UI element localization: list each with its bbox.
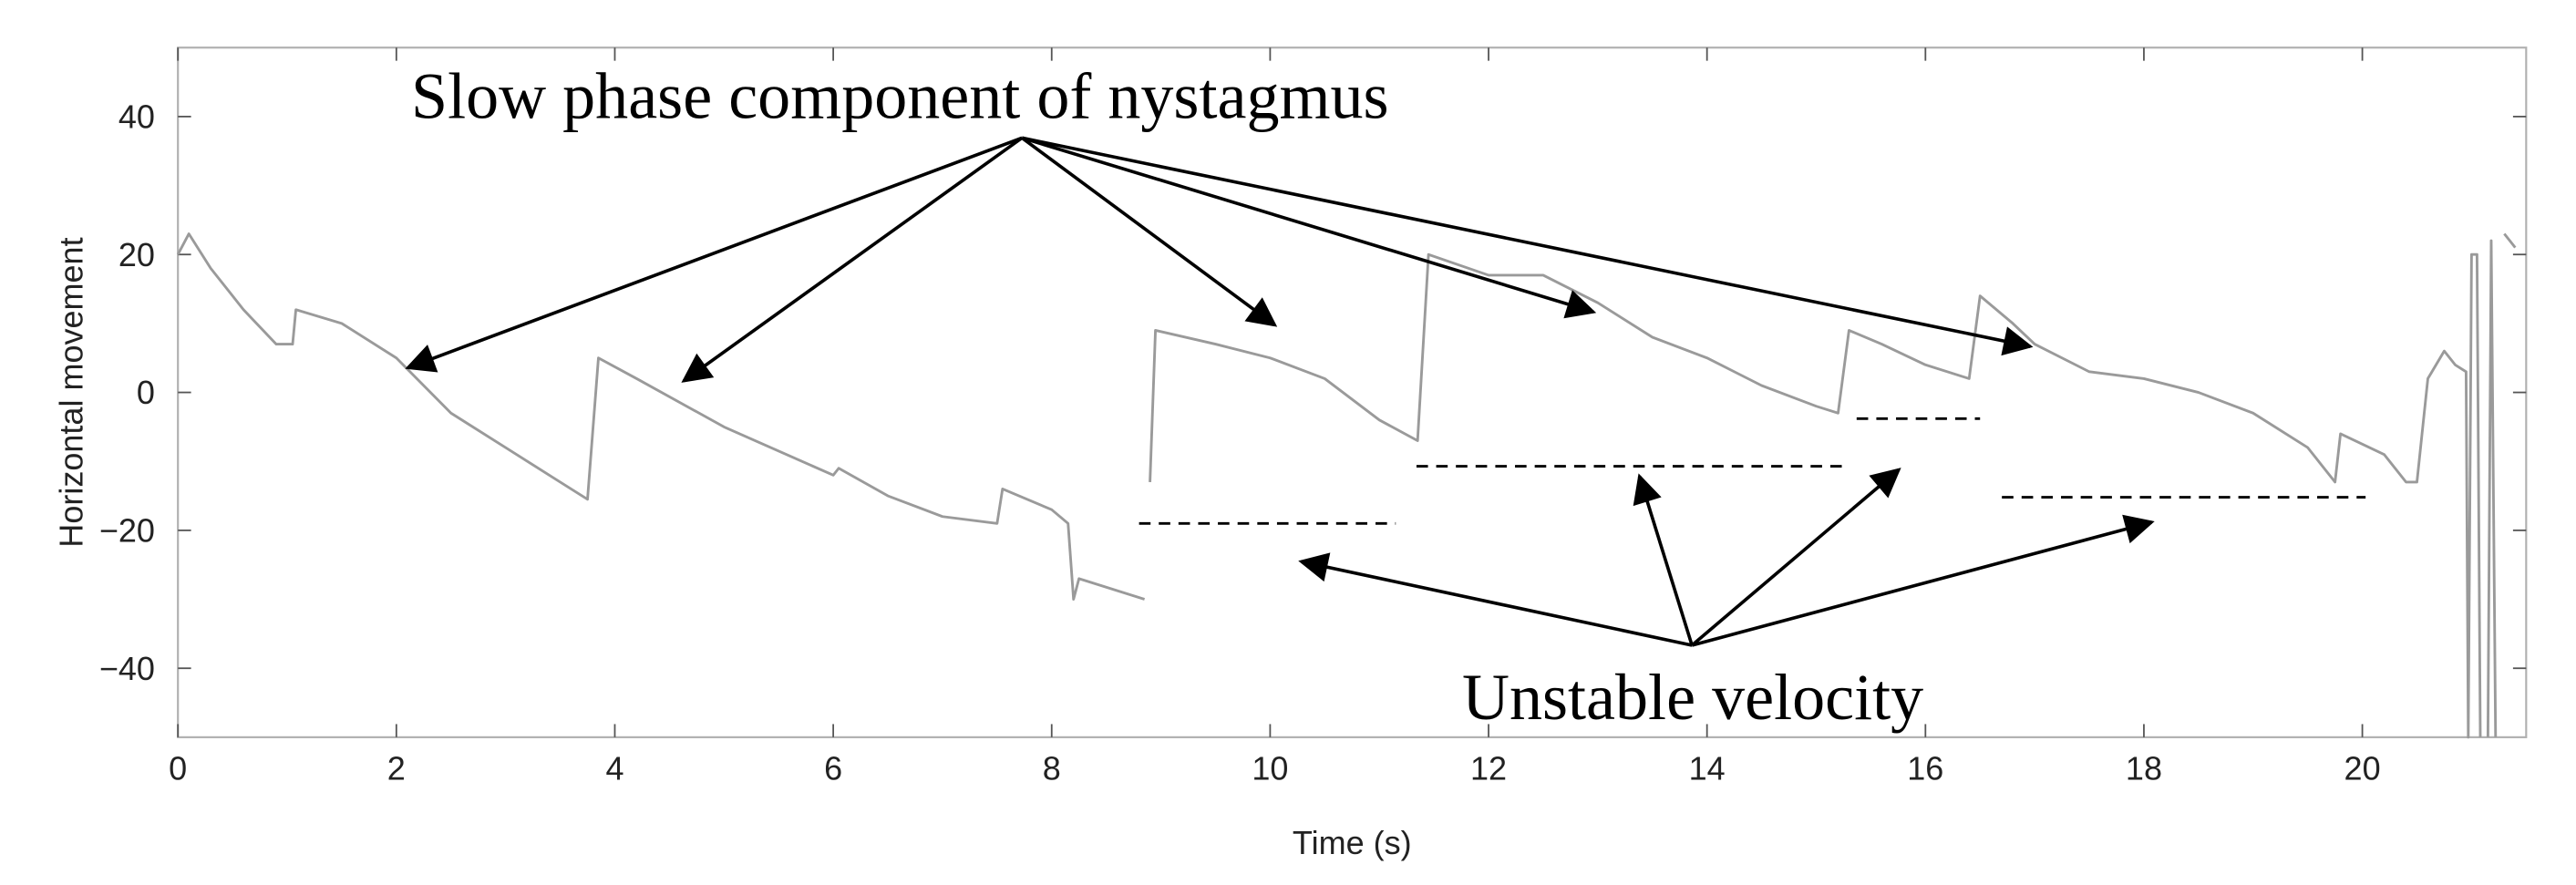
x-tick-label: 14	[1689, 750, 1726, 787]
plot-frame	[177, 46, 2528, 738]
y-tick-label: −20	[99, 511, 155, 549]
arrow	[1021, 136, 1597, 319]
arrows	[405, 136, 2155, 647]
arrow	[405, 136, 1023, 373]
x-tick-label: 4	[605, 750, 623, 787]
x-tick-label: 18	[2126, 750, 2162, 787]
x-tick-label: 10	[1252, 750, 1288, 787]
arrow	[1691, 514, 2155, 647]
x-tick-label: 12	[1470, 750, 1507, 787]
arrow	[1021, 136, 2034, 356]
arrow	[1021, 136, 1278, 327]
annotation: Unstable velocity	[1462, 661, 1923, 734]
annotation: Slow phase component of nystagmus	[411, 60, 1389, 133]
arrow	[1298, 552, 1693, 647]
x-tick-label: 0	[169, 750, 187, 787]
y-axis-label: Horizontal movement	[53, 237, 90, 547]
x-tick-label: 16	[1907, 750, 1943, 787]
x-tick-label: 20	[2344, 750, 2381, 787]
arrow	[1633, 473, 1694, 646]
x-tick-label: 2	[387, 750, 406, 787]
y-tick-label: −40	[99, 650, 155, 687]
x-tick-label: 8	[1043, 750, 1061, 787]
arrow	[681, 136, 1024, 383]
data-line	[176, 232, 2517, 739]
y-tick-label: 0	[137, 374, 155, 411]
x-axis-label: Time (s)	[1293, 824, 1412, 861]
arrow	[1690, 468, 1901, 647]
x-tick-label: 6	[824, 750, 842, 787]
y-tick-label: 40	[118, 98, 155, 136]
y-tick-label: 20	[118, 236, 155, 273]
